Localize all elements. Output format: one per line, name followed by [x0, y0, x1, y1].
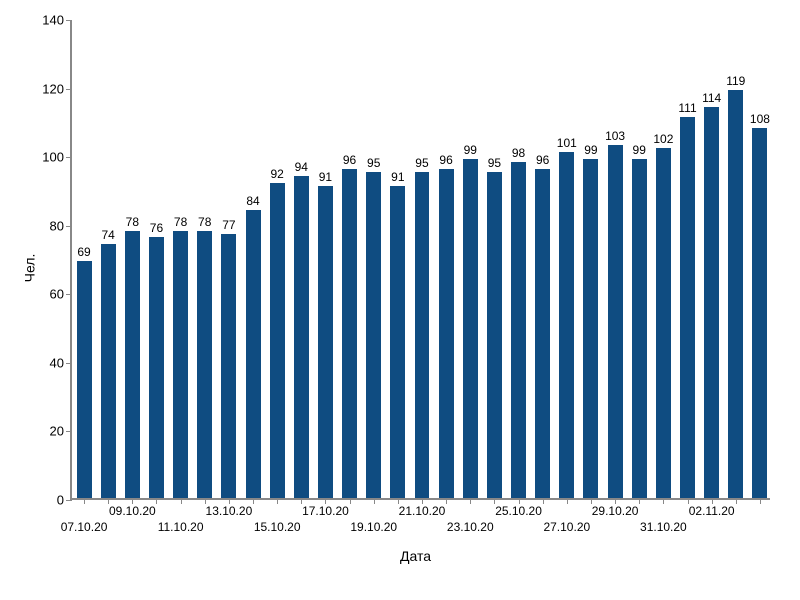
bar: 111: [680, 117, 695, 498]
y-tick-label: 20: [50, 424, 72, 439]
bar: 119: [728, 90, 743, 498]
bar-value-label: 95: [415, 156, 428, 172]
bar: 95: [415, 172, 430, 498]
x-tick: [760, 498, 761, 504]
bar-value-label: 78: [126, 215, 139, 231]
bar: 76: [149, 237, 164, 498]
x-axis-title: Дата: [400, 548, 431, 564]
bar-value-label: 92: [270, 167, 283, 183]
x-tick-label: 02.11.20: [689, 498, 735, 518]
x-tick-label: 25.10.20: [495, 498, 542, 518]
x-tick-label: 07.10.20: [61, 498, 108, 534]
bar: 108: [752, 128, 767, 498]
x-tick-label: 11.10.20: [158, 498, 204, 534]
bar-value-label: 77: [222, 218, 235, 234]
bar-value-label: 78: [174, 215, 187, 231]
bar: 101: [559, 152, 574, 498]
bar-value-label: 69: [77, 245, 90, 261]
bar-value-label: 99: [633, 143, 646, 159]
chart-container: 0204060801001201406974787678787784929491…: [0, 0, 800, 600]
bar: 91: [390, 186, 405, 498]
bar: 99: [463, 159, 478, 498]
bar: 74: [101, 244, 116, 498]
bar-value-label: 101: [557, 136, 577, 152]
bar: 95: [487, 172, 502, 498]
bar-value-label: 94: [295, 160, 308, 176]
y-tick-label: 100: [42, 150, 72, 165]
x-tick: [736, 498, 737, 504]
bar: 114: [704, 107, 719, 498]
bar-value-label: 84: [246, 194, 259, 210]
x-tick-label: 27.10.20: [543, 498, 590, 534]
bar: 96: [439, 169, 454, 498]
x-tick-label: 21.10.20: [399, 498, 446, 518]
plot-area: 0204060801001201406974787678787784929491…: [70, 20, 770, 500]
y-tick-label: 40: [50, 355, 72, 370]
bar: 92: [270, 183, 285, 498]
bar: 91: [318, 186, 333, 498]
bar-value-label: 114: [702, 91, 721, 107]
x-tick-label: 17.10.20: [302, 498, 349, 518]
bar: 78: [173, 231, 188, 498]
bar-value-label: 99: [584, 143, 597, 159]
bar: 99: [632, 159, 647, 498]
bar-value-label: 108: [750, 112, 770, 128]
bar-value-label: 96: [343, 153, 356, 169]
bar: 84: [246, 210, 261, 498]
bar-value-label: 76: [150, 221, 163, 237]
bar-value-label: 102: [653, 132, 673, 148]
bar-value-label: 95: [367, 156, 380, 172]
bar: 77: [221, 234, 236, 498]
bar-value-label: 96: [439, 153, 452, 169]
bar: 96: [342, 169, 357, 498]
x-tick-label: 29.10.20: [592, 498, 639, 518]
bar: 99: [583, 159, 598, 498]
bar: 95: [366, 172, 381, 498]
bar-value-label: 96: [536, 153, 549, 169]
bar-value-label: 98: [512, 146, 525, 162]
bar-value-label: 91: [319, 170, 332, 186]
bar: 98: [511, 162, 526, 498]
bar-value-label: 103: [605, 129, 625, 145]
bar-value-label: 91: [391, 170, 404, 186]
bar-value-label: 119: [726, 74, 745, 90]
x-tick-label: 23.10.20: [447, 498, 494, 534]
bar: 96: [535, 169, 550, 498]
bar-value-label: 99: [464, 143, 477, 159]
x-tick-label: 31.10.20: [640, 498, 687, 534]
bar: 102: [656, 148, 671, 498]
bar: 69: [77, 261, 92, 498]
y-tick-label: 60: [50, 287, 72, 302]
bar: 78: [125, 231, 140, 498]
y-tick-label: 140: [42, 13, 72, 28]
bar: 78: [197, 231, 212, 498]
x-tick-label: 13.10.20: [206, 498, 253, 518]
x-tick-label: 09.10.20: [109, 498, 156, 518]
y-tick-label: 120: [42, 81, 72, 96]
bar: 103: [608, 145, 623, 498]
bar-value-label: 111: [678, 101, 696, 117]
bar-value-label: 95: [488, 156, 501, 172]
x-tick-label: 19.10.20: [350, 498, 397, 534]
y-tick-label: 80: [50, 218, 72, 233]
bar: 94: [294, 176, 309, 498]
bar-value-label: 74: [102, 228, 115, 244]
y-axis-title: Чел.: [21, 254, 37, 283]
bar-value-label: 78: [198, 215, 211, 231]
x-tick-label: 15.10.20: [254, 498, 301, 534]
